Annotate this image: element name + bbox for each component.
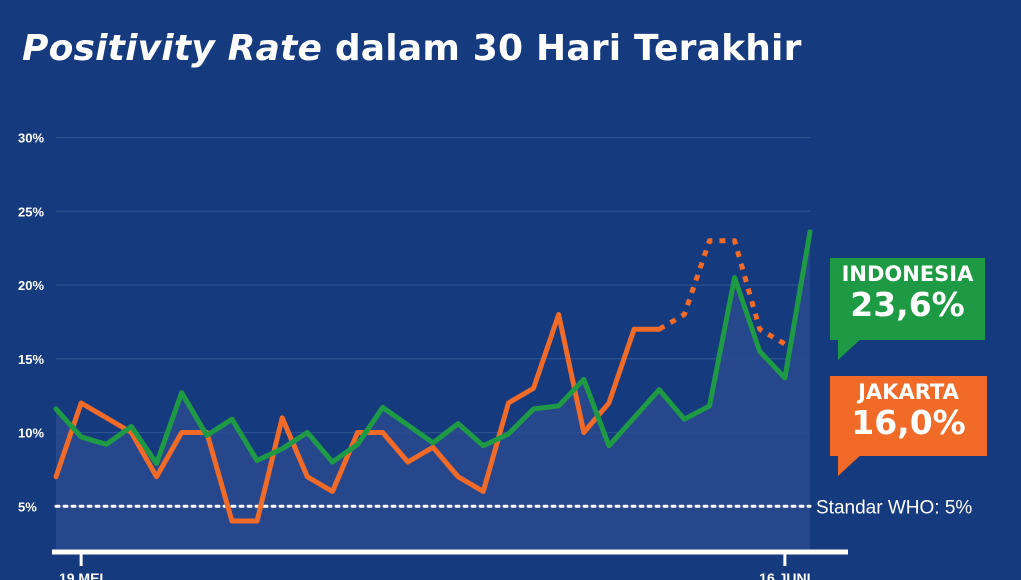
y-tick-label: 30% (18, 131, 44, 146)
indonesia-callout-name: INDONESIA (841, 262, 974, 286)
chart-title-rest: dalam 30 Hari Terakhir (322, 28, 802, 69)
y-tick-label: 5% (18, 499, 37, 514)
jakarta-callout-tail (838, 452, 864, 476)
indonesia-callout-tail (838, 336, 864, 360)
chart-title-italic: Positivity Rate (22, 28, 323, 69)
indonesia-callout-value: 23,6% (850, 285, 965, 324)
y-tick-label: 20% (18, 278, 44, 293)
axis-layer (52, 549, 848, 566)
indonesia-line (53, 229, 813, 466)
y-tick-label: 25% (18, 204, 44, 219)
jakarta-callout: JAKARTA 16,0% (830, 376, 987, 456)
chart-title: Positivity Rate dalam 30 Hari Terakhir (22, 28, 802, 69)
indonesia-area (56, 231, 810, 554)
grid-layer (56, 136, 810, 434)
line-layer (53, 229, 813, 524)
jakarta-callout-value: 16,0% (851, 403, 966, 442)
jakarta-callout-name: JAKARTA (858, 380, 959, 404)
y-tick-label: 10% (18, 426, 44, 441)
x-tick-label: 16 JUNI (759, 570, 810, 580)
jakarta-line (53, 312, 662, 524)
label-layer: 5% 10% 15% 20% 25% 30% Standar WHO: 5% 19 MEI 16… (18, 131, 972, 580)
indonesia-callout: INDONESIA 23,6% (830, 258, 985, 340)
jakarta-projection-line (657, 238, 787, 347)
area-layer (56, 231, 810, 554)
x-tick-label: 19 MEI (59, 570, 103, 580)
who-reference-label: Standar WHO: 5% (816, 497, 972, 518)
y-tick-label: 15% (18, 352, 44, 367)
